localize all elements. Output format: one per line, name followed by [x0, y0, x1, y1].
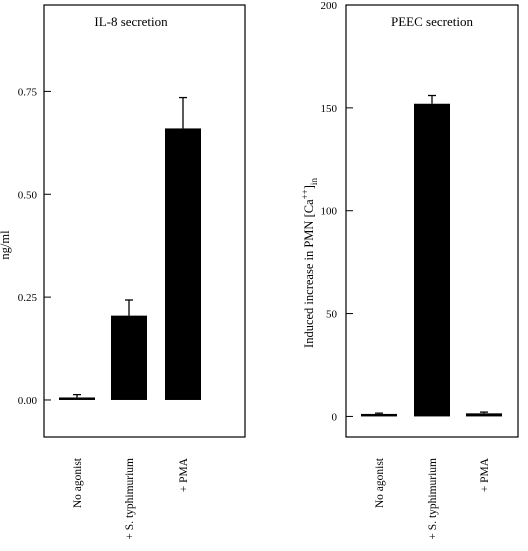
y-tick-label: 0.00 — [18, 395, 38, 407]
category-label: + S. typhimurium — [427, 458, 439, 540]
bar — [165, 128, 201, 400]
il8-category-labels: No agonist + S. typhimurium + PMA — [72, 457, 190, 539]
y-tick-label: 150 — [321, 103, 338, 115]
il8-plot-frame — [43, 4, 246, 438]
y-tick-label: 100 — [321, 206, 338, 218]
peec-y-axis-label-sup: ++ — [300, 189, 310, 199]
peec-y-axis-label-sub: in — [309, 178, 319, 186]
y-tick-label: 200 — [321, 0, 338, 12]
peec-y-axis-label-main: Induced increase in PMN [Ca — [302, 199, 316, 348]
peec-plot-frame — [345, 4, 519, 438]
peec-panel: PEEC secretion Induced increase in PMN [… — [300, 0, 519, 540]
y-tick-label: 50 — [326, 309, 338, 321]
bar — [414, 103, 450, 417]
il8-chart-title: IL-8 secretion — [94, 14, 168, 29]
peec-y-ticks: 0 50 100 150 200 — [321, 0, 353, 423]
category-label: + PMA — [178, 457, 190, 492]
category-label: No agonist — [72, 457, 84, 508]
peec-y-axis-label-bracket: ] — [302, 185, 316, 189]
category-label: No agonist — [374, 457, 386, 508]
peec-chart-title: PEEC secretion — [391, 14, 473, 29]
y-tick-label: 0.75 — [18, 86, 38, 98]
y-tick-label: 0.25 — [18, 292, 38, 304]
peec-y-axis-label: Induced increase in PMN [Ca++]in — [300, 178, 319, 348]
bar — [361, 413, 397, 417]
il8-bars — [59, 96, 201, 400]
peec-bars — [361, 94, 502, 417]
bar — [466, 413, 502, 417]
il8-panel: IL-8 secretion ng/ml 0.00 0.25 0.50 0.75 No… — [0, 4, 246, 540]
y-tick-label: 0 — [332, 411, 338, 423]
peec-category-labels: No agonist + S. typhimurium + PMA — [374, 457, 491, 539]
category-label: + S. typhimurium — [124, 458, 136, 540]
bar — [111, 315, 147, 400]
bar — [59, 397, 95, 400]
il8-y-axis-label: ng/ml — [0, 230, 12, 260]
il8-y-ticks: 0.00 0.25 0.50 0.75 — [18, 86, 51, 407]
category-label: + PMA — [479, 457, 491, 492]
y-tick-label: 0.50 — [18, 189, 38, 201]
